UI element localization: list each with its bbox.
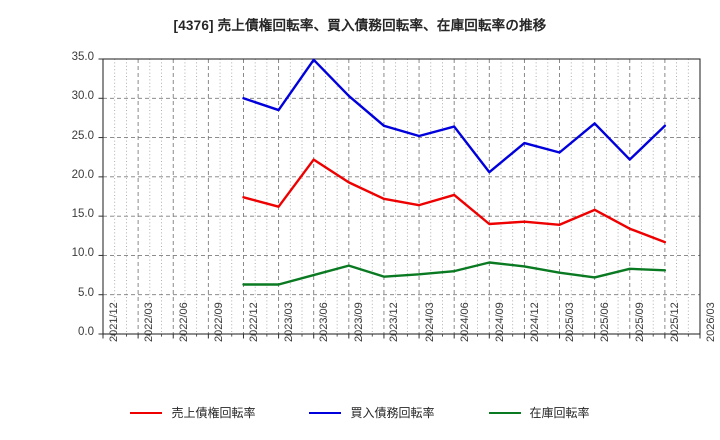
y-axis-tick-label: 15.0 xyxy=(71,208,94,221)
y-axis-tick-label: 30.0 xyxy=(71,90,94,103)
series-line xyxy=(242,261,667,286)
x-axis-tick-label: 2021/12 xyxy=(107,302,120,342)
x-axis-tick-label: 2022/06 xyxy=(177,302,190,342)
x-axis-tick-label: 2025/03 xyxy=(564,302,577,342)
chart-title: [4376] 売上債権回転率、買入債務回転率、在庫回転率の推移 xyxy=(173,18,547,33)
legend-color-swatch xyxy=(309,411,342,414)
legend-color-swatch xyxy=(130,411,163,414)
gridlines-horizontal xyxy=(103,58,700,296)
y-axis-tick-label: 5.0 xyxy=(78,286,94,299)
y-axis-tick-label: 10.0 xyxy=(71,247,94,260)
legend-label: 買入債務回転率 xyxy=(350,406,435,420)
legend-item[interactable]: 売上債権回転率 xyxy=(130,404,255,421)
x-axis-tick-label: 2023/12 xyxy=(388,302,401,342)
x-axis-tick-label: 2023/09 xyxy=(353,302,366,342)
x-axis-tick-label: 2024/09 xyxy=(493,302,506,342)
x-axis-tick-label: 2024/06 xyxy=(458,302,471,342)
y-axis-tick-label: 35.0 xyxy=(71,51,94,63)
series-line xyxy=(242,158,667,244)
x-axis-tick-label: 2025/06 xyxy=(599,302,612,342)
x-axis-tick-label: 2025/12 xyxy=(669,302,682,342)
x-axis-tick-label: 2024/12 xyxy=(528,302,541,342)
y-axis-tick-label: 20.0 xyxy=(71,168,94,181)
plot-frame xyxy=(102,58,701,335)
legend-color-swatch xyxy=(488,411,521,414)
x-axis-tick-label: 2022/12 xyxy=(247,302,260,342)
x-axis-tick-label: 2024/03 xyxy=(423,302,436,342)
gridlines-minor-vertical xyxy=(114,59,689,334)
legend-label: 売上債権回転率 xyxy=(171,406,256,420)
gridlines-major-vertical xyxy=(137,59,666,334)
legend-item[interactable]: 買入債務回転率 xyxy=(309,404,435,421)
x-axis-tick-label: 2023/03 xyxy=(283,302,296,342)
axis-tick-marks xyxy=(98,58,701,339)
legend-label: 在庫回転率 xyxy=(529,406,590,420)
x-axis-tick-label: 2022/03 xyxy=(142,302,155,342)
x-axis-tick-label: 2026/03 xyxy=(704,302,717,342)
x-axis-tick-label: 2022/09 xyxy=(212,302,225,342)
series-line xyxy=(242,58,667,174)
x-axis-tick-label: 2023/06 xyxy=(318,302,331,342)
y-axis-tick-label: 25.0 xyxy=(71,129,94,142)
legend-item[interactable]: 在庫回転率 xyxy=(488,404,590,421)
y-axis-tick-label: 0.0 xyxy=(78,326,94,338)
series-lines xyxy=(242,58,667,286)
chart-legend: 売上債権回転率 買入債務回転率 在庫回転率 xyxy=(0,404,720,421)
x-axis-tick-label: 2025/09 xyxy=(634,302,647,342)
